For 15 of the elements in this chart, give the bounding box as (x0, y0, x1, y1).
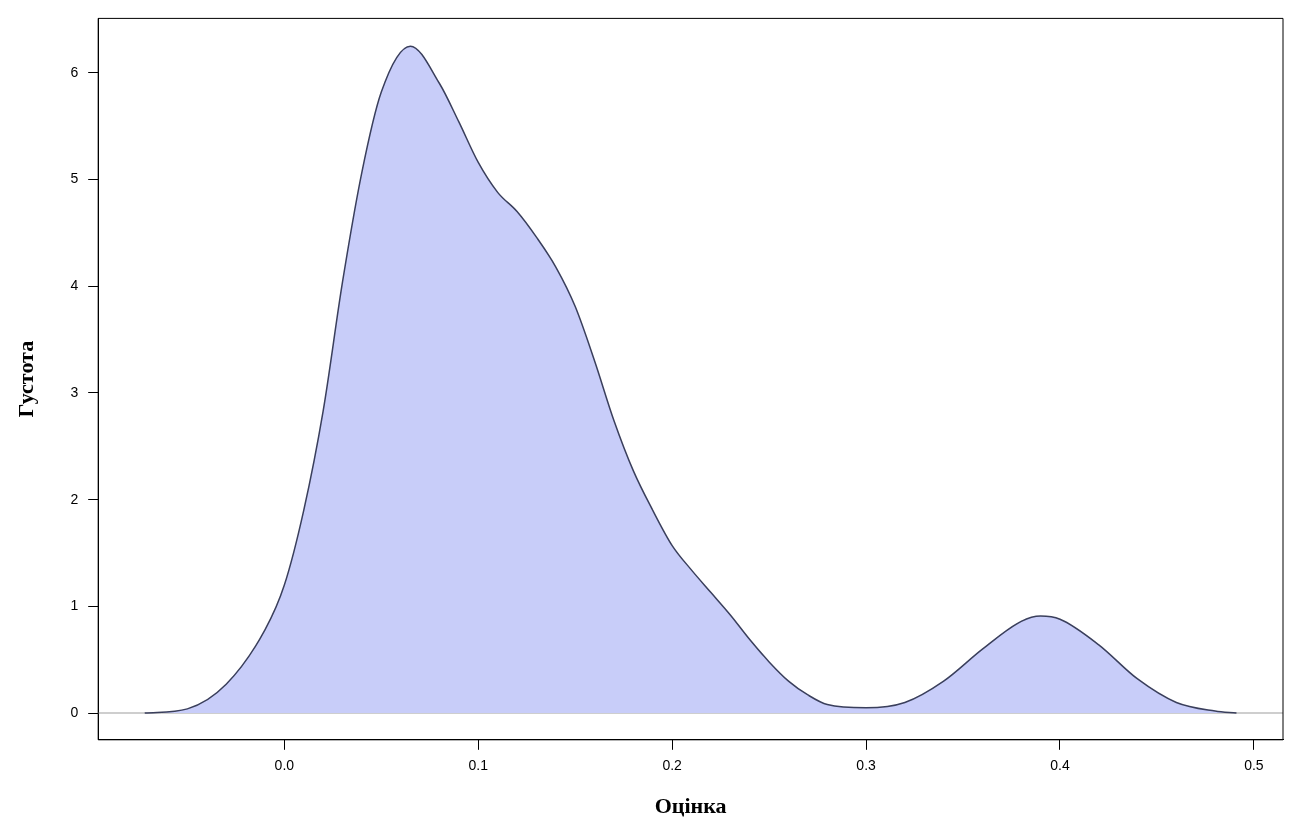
x-tick-label: 0.1 (468, 757, 489, 774)
y-tick-label: 6 (70, 63, 79, 80)
x-tick-label: 0.3 (856, 757, 877, 774)
y-tick-label: 0 (70, 703, 79, 720)
y-tick-label: 4 (70, 277, 79, 294)
y-axis-title: Густота (12, 340, 38, 418)
x-tick-label: 0.0 (274, 757, 295, 774)
x-tick-label: 0.4 (1050, 757, 1070, 774)
y-tick-label: 5 (70, 170, 79, 187)
y-tick-label: 2 (70, 490, 79, 507)
x-tick-label: 0.2 (662, 757, 683, 774)
y-tick-label: 1 (70, 597, 79, 614)
y-tick-label: 3 (70, 383, 79, 400)
x-tick-label: 0.5 (1244, 757, 1264, 774)
x-axis-title: Оцінка (654, 793, 727, 819)
